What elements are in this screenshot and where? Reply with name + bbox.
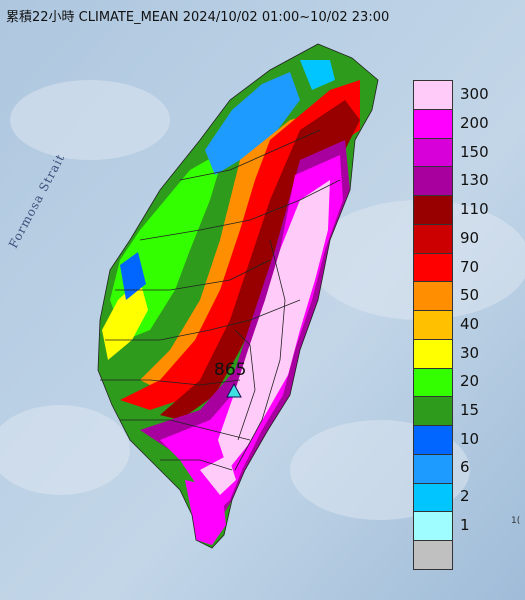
legend-label — [460, 539, 489, 568]
legend-swatch — [414, 311, 452, 340]
max-station-triangle-icon — [226, 382, 242, 398]
legend-label: 90 — [460, 228, 480, 247]
legend-swatch — [414, 339, 452, 369]
legend-label: 200 — [460, 114, 489, 133]
legend-labels: 300 200 150 130 110 90 70 50 40 30 20 15 10 6 2 1 — [460, 80, 489, 568]
legend-label: 110 — [460, 200, 489, 219]
admin-boundaries — [97, 43, 379, 549]
legend-label: 40 — [460, 314, 480, 333]
legend-swatch — [414, 224, 452, 254]
legend-label: 2 — [460, 487, 470, 506]
legend-label: 130 — [460, 171, 489, 190]
legend-swatch — [414, 196, 452, 225]
color-legend — [413, 80, 453, 570]
legend-swatch — [414, 109, 452, 139]
legend-swatch — [414, 397, 452, 427]
legend-swatch — [414, 541, 452, 570]
legend-label: 70 — [460, 257, 480, 276]
north-cyan — [300, 60, 335, 90]
south-pink — [200, 455, 236, 495]
legend-swatch — [414, 483, 452, 513]
legend-label: 6 — [460, 458, 470, 477]
east-pink — [218, 180, 330, 470]
legend-label: 1 — [460, 515, 470, 534]
legend-swatch — [414, 512, 452, 542]
legend-swatch — [414, 368, 452, 398]
legend-swatch — [414, 454, 452, 484]
legend-label: 20 — [460, 372, 480, 391]
legend-swatch — [414, 167, 452, 197]
legend-label: 50 — [460, 286, 480, 305]
westcoast-blue — [120, 252, 146, 300]
map-title: 累積22小時 CLIMATE_MEAN 2024/10/02 01:00~10/… — [6, 10, 390, 25]
legend-label: 150 — [460, 142, 489, 161]
edge-label: 1( — [511, 516, 521, 526]
legend-swatch — [414, 426, 452, 455]
legend-swatch — [414, 253, 452, 283]
max-value-label: 865 — [214, 360, 247, 380]
north-blue — [205, 72, 300, 175]
legend-label: 15 — [460, 401, 480, 420]
legend-label: 300 — [460, 85, 489, 104]
south-magenta — [185, 480, 226, 545]
legend-label: 10 — [460, 429, 480, 448]
legend-swatch — [414, 282, 452, 312]
legend-swatch — [414, 81, 452, 110]
legend-swatch — [414, 138, 452, 168]
legend-label: 30 — [460, 343, 480, 362]
